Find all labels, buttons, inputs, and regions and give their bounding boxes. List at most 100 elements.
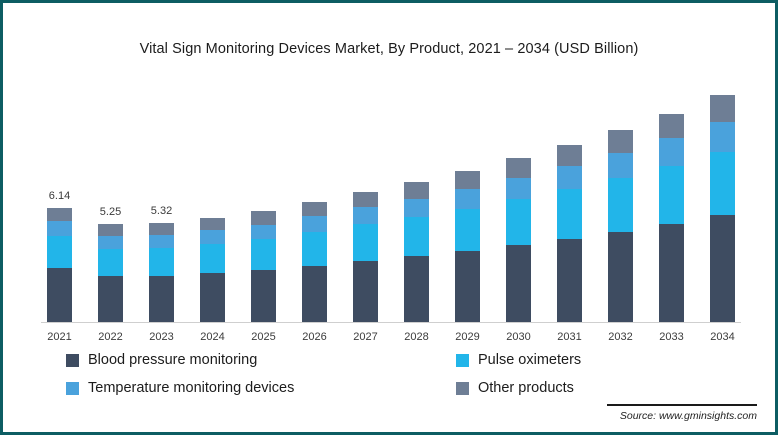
segment-other-products [251,211,276,225]
segment-other-products [149,223,174,236]
segment-blood-pressure-monitoring [404,256,429,322]
x-tick-label-2025: 2025 [251,331,276,343]
x-tick-label-2029: 2029 [455,331,480,343]
source-divider [607,404,757,406]
segment-pulse-oximeters [659,165,684,225]
segment-pulse-oximeters [251,238,276,270]
segment-pulse-oximeters [608,178,633,232]
legend-swatch-temperature-monitoring-devices [66,381,79,395]
segment-other-products [404,182,429,200]
segment-pulse-oximeters [149,247,174,276]
legend-label-pulse-oximeters: Pulse oximeters [478,352,582,368]
segment-pulse-oximeters [200,243,225,273]
bar-2027: 2027 [353,81,378,343]
plot-area: 6.14 2021 5.25 2022 5.32 2023 2024 2025 2026 2027… [41,81,741,343]
legend-item-temperature-monitoring-devices: Temperature monitoring devices [66,380,456,396]
x-tick-label-2034: 2034 [710,331,735,343]
x-tick-label-2022: 2022 [98,331,123,343]
bar-2028: 2028 [404,81,429,343]
value-label-2021: 6.14 [48,189,71,202]
segment-pulse-oximeters [506,199,531,245]
source-attribution: Source: www.gminsights.com [619,410,757,422]
x-tick-label-2026: 2026 [302,331,327,343]
x-tick-label-2023: 2023 [149,331,174,343]
segment-other-products [659,113,684,139]
bar-2029: 2029 [455,81,480,343]
bar-2032: 2032 [608,81,633,343]
legend-swatch-other-products [456,381,469,395]
segment-pulse-oximeters [557,189,582,239]
bar-2023: 5.32 2023 [149,81,174,343]
segment-pulse-oximeters [710,151,735,216]
segment-temperature-monitoring-devices [608,153,633,179]
segment-temperature-monitoring-devices [47,221,72,237]
segment-blood-pressure-monitoring [47,268,72,322]
legend-item-other-products: Other products [456,380,581,396]
bar-2030: 2030 [506,81,531,343]
chart-title: Vital Sign Monitoring Devices Market, By… [139,41,639,57]
segment-blood-pressure-monitoring [302,265,327,322]
bar-2031: 2031 [557,81,582,343]
legend-item-pulse-oximeters: Pulse oximeters [456,352,581,368]
segment-blood-pressure-monitoring [455,251,480,322]
x-tick-label-2027: 2027 [353,331,378,343]
legend-swatch-pulse-oximeters [456,353,469,367]
segment-other-products [353,191,378,208]
bar-2033: 2033 [659,81,684,343]
segment-pulse-oximeters [302,231,327,266]
segment-blood-pressure-monitoring [506,244,531,322]
segment-other-products [98,224,123,236]
bar-2034: 2034 [710,81,735,343]
value-label-2022: 5.25 [99,206,122,219]
segment-blood-pressure-monitoring [149,275,174,322]
segment-temperature-monitoring-devices [455,189,480,209]
legend-label-blood-pressure-monitoring: Blood pressure monitoring [88,352,258,368]
segment-other-products [608,130,633,154]
segment-temperature-monitoring-devices [302,216,327,232]
segment-temperature-monitoring-devices [506,177,531,200]
x-tick-label-2033: 2033 [659,331,684,343]
legend-swatch-blood-pressure-monitoring [66,353,79,367]
segment-blood-pressure-monitoring [98,276,123,322]
segment-temperature-monitoring-devices [98,235,123,249]
segment-blood-pressure-monitoring [710,215,735,322]
segment-blood-pressure-monitoring [608,231,633,322]
segment-blood-pressure-monitoring [353,260,378,322]
segment-pulse-oximeters [353,224,378,261]
value-label-2023: 5.32 [150,205,173,218]
segment-temperature-monitoring-devices [557,166,582,190]
segment-blood-pressure-monitoring [557,238,582,322]
segment-other-products [302,202,327,217]
segment-other-products [506,158,531,178]
bar-2025: 2025 [251,81,276,343]
segment-temperature-monitoring-devices [710,122,735,152]
segment-pulse-oximeters [404,217,429,257]
segment-other-products [710,94,735,123]
segment-pulse-oximeters [47,236,72,269]
segment-other-products [47,207,72,222]
legend-label-other-products: Other products [478,380,574,396]
segment-temperature-monitoring-devices [353,207,378,225]
segment-blood-pressure-monitoring [659,224,684,322]
source-block: Source: www.gminsights.com [607,404,757,422]
x-tick-label-2030: 2030 [506,331,531,343]
segment-temperature-monitoring-devices [404,199,429,218]
bar-2022: 5.25 2022 [98,81,123,343]
x-tick-label-2032: 2032 [608,331,633,343]
segment-temperature-monitoring-devices [149,235,174,248]
bar-2021: 6.14 2021 [47,81,72,343]
segment-blood-pressure-monitoring [200,273,225,322]
legend-label-temperature-monitoring-devices: Temperature monitoring devices [88,380,295,396]
segment-blood-pressure-monitoring [251,269,276,322]
segment-other-products [200,217,225,231]
segment-temperature-monitoring-devices [659,138,684,166]
segment-temperature-monitoring-devices [251,224,276,239]
legend: Blood pressure monitoring Pulse oximeters… [66,352,581,396]
x-tick-label-2028: 2028 [404,331,429,343]
segment-pulse-oximeters [455,208,480,252]
segment-other-products [557,145,582,167]
segment-temperature-monitoring-devices [200,230,225,244]
x-tick-label-2024: 2024 [200,331,225,343]
bar-2024: 2024 [200,81,225,343]
